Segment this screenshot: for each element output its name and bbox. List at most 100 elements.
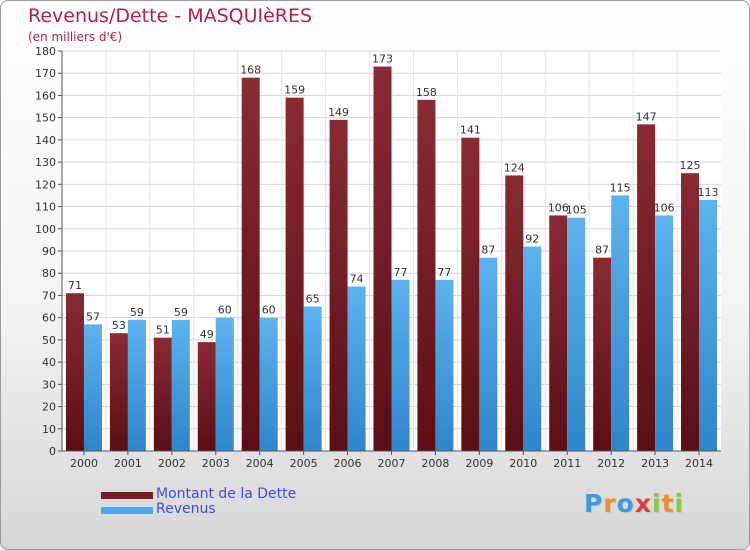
y-tick-label: 100 [35, 223, 56, 236]
logo-letter: r [603, 489, 617, 518]
y-tick-label: 110 [35, 201, 56, 214]
bar-debt [241, 77, 260, 452]
y-tick-label: 160 [35, 89, 56, 102]
bar-debt [109, 333, 128, 451]
data-label-debt: 71 [68, 279, 82, 292]
data-label-debt: 149 [328, 106, 349, 119]
data-label-revenue: 74 [350, 273, 364, 286]
y-tick-label: 150 [35, 112, 56, 125]
bar-debt [461, 137, 480, 451]
bar-debt [373, 66, 392, 452]
data-label-debt: 53 [112, 319, 126, 332]
x-tick-label: 2006 [334, 457, 362, 470]
data-label-debt: 158 [416, 86, 437, 99]
y-tick-label: 90 [42, 245, 56, 258]
bar-debt [329, 119, 348, 451]
logo-letter: x [634, 489, 652, 518]
data-label-debt: 168 [240, 64, 261, 77]
data-label-revenue: 60 [218, 304, 232, 317]
bar-revenue [655, 215, 674, 451]
data-label-debt: 125 [680, 159, 701, 172]
chart-title: Revenus/Dette - MASQUIèRES [28, 5, 313, 27]
bar-revenue [479, 257, 498, 451]
x-tick-label: 2003 [202, 457, 230, 470]
bar-revenue [127, 319, 146, 451]
legend-label-debt: Montant de la Dette [156, 486, 297, 502]
legend-swatch-debt [101, 492, 153, 499]
y-tick-label: 70 [42, 289, 56, 302]
data-label-debt: 141 [460, 124, 481, 137]
bar-revenue [347, 286, 366, 451]
bar-revenue [523, 246, 542, 451]
y-tick-label: 120 [35, 178, 56, 191]
data-label-revenue: 115 [610, 181, 631, 194]
bar-debt [153, 337, 172, 451]
y-tick-label: 40 [42, 356, 56, 369]
bar-debt [637, 124, 656, 451]
data-label-debt: 49 [200, 328, 214, 341]
y-tick-label: 60 [42, 312, 56, 325]
bar-revenue [699, 199, 718, 451]
legend-swatch-revenue [101, 507, 153, 514]
legend-label-revenue: Revenus [156, 501, 216, 517]
bar-revenue [303, 306, 322, 451]
data-label-revenue: 113 [698, 186, 719, 199]
y-tick-label: 50 [42, 334, 56, 347]
x-tick-label: 2011 [553, 457, 581, 470]
data-label-revenue: 105 [566, 204, 587, 217]
data-label-revenue: 60 [262, 304, 276, 317]
logo-letter: i [652, 489, 662, 518]
bar-debt [417, 99, 436, 451]
x-tick-label: 2012 [597, 457, 625, 470]
x-tick-label: 2004 [246, 457, 274, 470]
x-tick-label: 2007 [378, 457, 406, 470]
data-label-revenue: 59 [174, 306, 188, 319]
y-tick-label: 180 [35, 45, 56, 58]
data-label-debt: 147 [636, 110, 657, 123]
data-label-debt: 51 [156, 324, 170, 337]
data-label-revenue: 87 [481, 244, 495, 257]
chart-subtitle: (en milliers d'€) [28, 30, 123, 44]
x-tick-label: 2008 [421, 457, 449, 470]
data-label-debt: 159 [284, 84, 305, 97]
logo-letter: P [584, 489, 604, 518]
data-label-revenue: 77 [437, 266, 451, 279]
x-tick-label: 2013 [641, 457, 669, 470]
logo-letter: i [674, 489, 685, 518]
data-label-revenue: 92 [525, 233, 539, 246]
data-label-revenue: 106 [654, 201, 675, 214]
bar-debt [65, 293, 84, 451]
data-label-revenue: 57 [86, 310, 100, 323]
data-label-revenue: 65 [306, 293, 320, 306]
x-tick-label: 2005 [290, 457, 318, 470]
x-tick-label: 2014 [685, 457, 713, 470]
data-label-debt: 106 [548, 201, 569, 214]
y-tick-label: 30 [42, 378, 56, 391]
bar-debt [681, 173, 700, 451]
x-tick-label: 2010 [509, 457, 537, 470]
logo-letter: o [616, 489, 635, 518]
x-tick-label: 2002 [158, 457, 186, 470]
bar-revenue [567, 217, 586, 451]
bar-revenue [171, 319, 190, 451]
bar-debt [285, 97, 304, 452]
y-tick-label: 20 [42, 401, 56, 414]
bar-revenue [611, 195, 630, 451]
bar-revenue [83, 324, 102, 451]
bar-revenue [259, 317, 278, 451]
bar-revenue [215, 317, 234, 451]
data-label-debt: 173 [372, 53, 393, 66]
bar-debt [197, 342, 216, 451]
y-tick-label: 0 [49, 445, 56, 458]
bar-debt [549, 215, 568, 451]
y-tick-label: 130 [35, 156, 56, 169]
data-label-revenue: 59 [130, 306, 144, 319]
data-label-revenue: 77 [394, 266, 408, 279]
data-label-debt: 87 [595, 244, 609, 257]
y-tick-label: 80 [42, 267, 56, 280]
y-tick-label: 140 [35, 134, 56, 147]
bar-debt [593, 257, 612, 451]
bar-revenue [435, 279, 454, 451]
